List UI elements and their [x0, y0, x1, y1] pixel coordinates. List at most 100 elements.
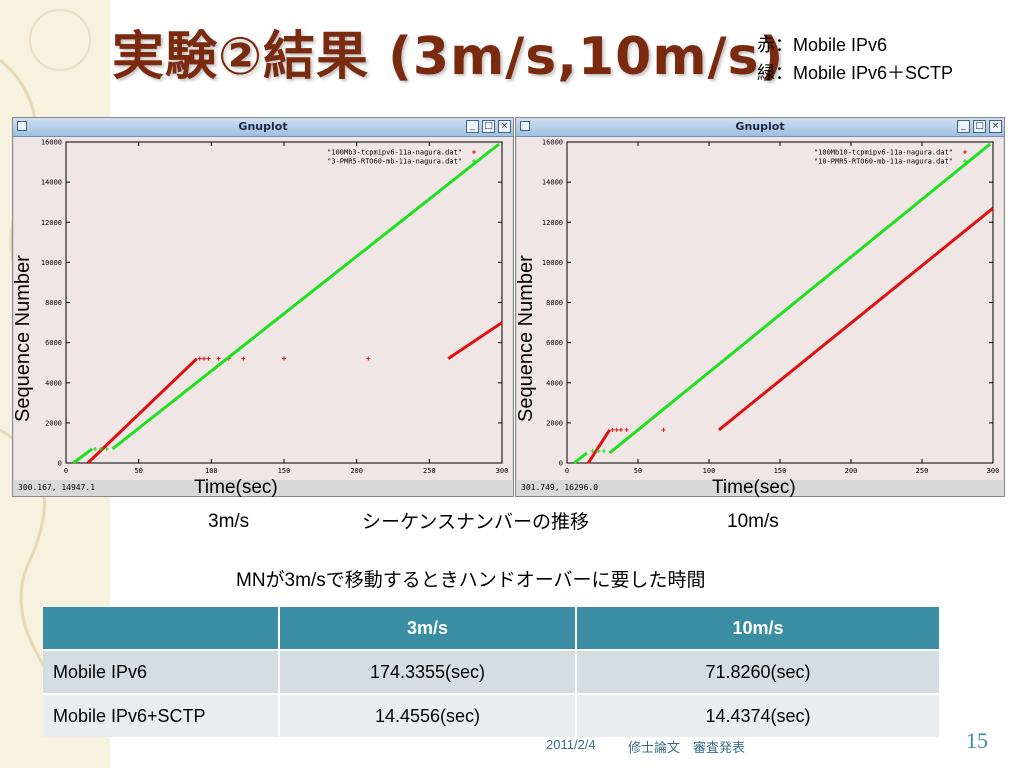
legend-note: 赤：Mobile IPv6 緑：Mobile IPv6＋SCTP: [757, 31, 953, 87]
x-tick-label: 300: [987, 467, 1000, 475]
x-tick-label: 150: [278, 467, 291, 475]
y-tick-label: 14000: [41, 179, 62, 187]
maximize-icon[interactable]: □: [973, 120, 986, 133]
table-header-10ms: 10m/s: [576, 607, 941, 650]
table-title: MNが3m/sで移動するときハンドオーバーに要した時間: [236, 570, 706, 591]
page-number: 15: [966, 728, 988, 753]
y-tick-label: 10000: [41, 259, 62, 267]
data-point: [241, 356, 246, 361]
data-point: [93, 446, 98, 451]
x-axis-label-left: Time(sec): [194, 477, 278, 498]
window-titlebar[interactable]: Gnuplot _ □ ×: [13, 118, 513, 137]
x-tick-label: 0: [565, 467, 569, 475]
plot-frame: [65, 141, 503, 464]
maximize-icon[interactable]: □: [482, 120, 495, 133]
x-tick-label: 200: [845, 467, 858, 475]
data-point: [206, 356, 211, 361]
y-tick-label: 4000: [45, 379, 62, 387]
table-cell: 174.3355(sec): [279, 649, 577, 694]
x-tick-label: 300: [496, 467, 509, 475]
series-line: [587, 429, 611, 464]
y-tick-label: 0: [559, 460, 563, 468]
y-tick-label: 2000: [45, 419, 62, 427]
legend-key-label: "100Mb10-tcpmipv6-11a-nagura.dat": [814, 149, 953, 157]
legend-key-marker: [472, 150, 476, 154]
legend-red: 赤：Mobile IPv6: [757, 35, 888, 55]
table-cell: 71.8260(sec): [576, 649, 941, 694]
x-tick-label: 0: [64, 467, 68, 475]
data-point: [197, 356, 202, 361]
caption-center: シーケンスナンバーの推移: [362, 512, 590, 533]
x-tick-label: 250: [423, 467, 436, 475]
series-line: [717, 207, 994, 432]
y-tick-label: 16000: [41, 139, 62, 147]
caption-speed-right: 10m/s: [727, 511, 779, 532]
y-tick-label: 16000: [542, 139, 563, 147]
series-line: [573, 451, 588, 465]
legend-key-label: "3-PMR5-RTO60-mb-11a-nagura.dat": [327, 158, 462, 166]
caption-speed-left: 3m/s: [208, 511, 250, 532]
data-point: [98, 446, 103, 451]
table-header-row: 3m/s 10m/s: [43, 607, 941, 650]
x-axis-label-right: Time(sec): [712, 477, 796, 498]
data-point: [366, 356, 371, 361]
plot-area[interactable]: 0 2000 4000 6000 8000 10000 12000 14000 16000 0 50…: [517, 137, 1003, 480]
footer-date: 2011/2/4: [546, 737, 596, 752]
y-axis-label-left: Sequence Number: [12, 255, 34, 422]
status-bar: 300.167, 14947.1: [14, 480, 512, 495]
minimize-icon[interactable]: _: [957, 120, 970, 133]
series-line: [111, 142, 501, 451]
sequence-chart-10ms: 0 2000 4000 6000 8000 10000 12000 14000 16000 0 50…: [542, 139, 1000, 476]
table-header-corner: [43, 607, 280, 650]
window-titlebar[interactable]: Gnuplot _ □ ×: [516, 118, 1004, 137]
x-tick-label: 50: [134, 467, 142, 475]
y-tick-label: 10000: [542, 259, 563, 267]
legend-key-marker: [963, 150, 967, 154]
legend-key-label: "100Mb3-tcpmipv6-11a-nagura.dat": [327, 149, 462, 157]
plot-frame: [566, 141, 994, 464]
data-point: [610, 427, 615, 432]
y-tick-label: 2000: [546, 419, 563, 427]
data-point: [202, 356, 207, 361]
legend-key-marker: [472, 159, 476, 163]
close-icon[interactable]: ×: [498, 120, 511, 133]
gnuplot-window-left[interactable]: Gnuplot _ □ × 0 2000 4000 6000 8000 10000 1200…: [12, 117, 514, 497]
y-tick-label: 6000: [45, 339, 62, 347]
gnuplot-window-right[interactable]: Gnuplot _ □ × 0 2000 4000 6000 8000 10000 1200…: [515, 117, 1005, 497]
series-line: [608, 142, 992, 455]
series-line: [447, 321, 503, 360]
series-line: [72, 447, 94, 465]
x-tick-label: 100: [703, 467, 716, 475]
y-axis-label-right: Sequence Number: [515, 255, 537, 422]
x-tick-label: 50: [634, 467, 642, 475]
y-tick-label: 8000: [45, 299, 62, 307]
close-icon[interactable]: ×: [989, 120, 1002, 133]
window-menu-icon[interactable]: [17, 121, 27, 131]
minimize-icon[interactable]: _: [466, 120, 479, 133]
table-cell: 14.4374(sec): [576, 693, 941, 737]
y-tick-label: 12000: [542, 219, 563, 227]
plot-area[interactable]: 0 2000 4000 6000 8000 10000 12000 14000 16000 0 50…: [14, 137, 512, 480]
table-row: Mobile IPv6 174.3355(sec) 71.8260(sec): [43, 649, 941, 694]
y-tick-label: 14000: [542, 179, 563, 187]
y-tick-label: 8000: [546, 299, 563, 307]
data-point: [624, 427, 629, 432]
table-cell: 14.4556(sec): [279, 693, 577, 737]
x-tick-label: 150: [774, 467, 787, 475]
data-point: [596, 448, 601, 453]
window-title: Gnuplot: [238, 120, 288, 133]
sequence-chart-3ms: 0 2000 4000 6000 8000 10000 12000 14000 16000 0 50…: [41, 139, 509, 476]
legend-key-marker: [963, 159, 967, 163]
data-point: [614, 427, 619, 432]
table-row: Mobile IPv6+SCTP 14.4556(sec) 14.4374(se…: [43, 693, 941, 737]
x-tick-label: 100: [205, 467, 218, 475]
data-point: [661, 427, 666, 432]
data-point: [282, 356, 286, 361]
y-tick-label: 6000: [546, 339, 563, 347]
footer-text: 修士論文 審査発表: [628, 741, 746, 756]
slide-title: 実験②結果 (3m/s,10m/s): [112, 27, 785, 87]
table-row-label: Mobile IPv6: [43, 649, 280, 694]
x-tick-label: 250: [916, 467, 929, 475]
data-point: [104, 446, 109, 451]
window-menu-icon[interactable]: [520, 121, 530, 131]
